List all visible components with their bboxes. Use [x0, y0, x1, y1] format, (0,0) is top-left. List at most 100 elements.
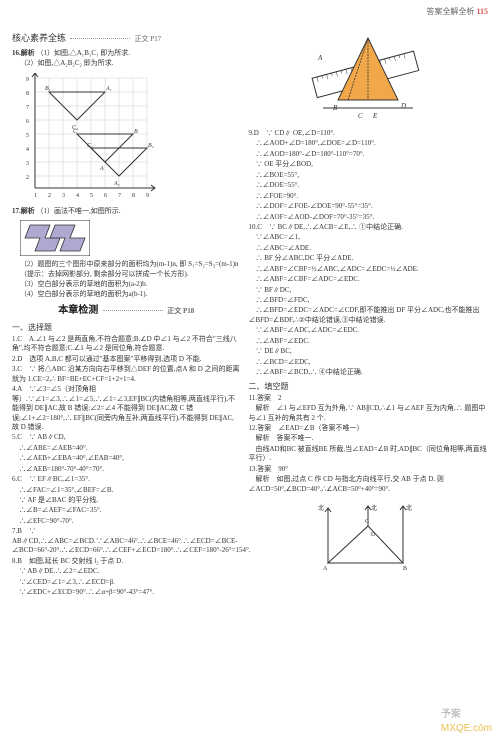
svg-text:3: 3	[62, 193, 65, 199]
svg-text:7: 7	[26, 105, 29, 111]
q17-text4: （4）空白部分表示的草地的面积为a(b-1).	[12, 290, 240, 299]
answer-line: ∵∠EDC+∠ECD=90°.∴∠α+β=90°-43°=47°.	[12, 588, 240, 597]
left-column: 核心素养全练 正文 P17 16.解析 （1）如图,△A₁B₁C₁ 即为所求. …	[12, 26, 240, 598]
svg-text:6: 6	[26, 119, 29, 125]
answer-line: ∴∠BOE=55°,	[248, 171, 488, 180]
answer-line: ∴∠AEB+∠EBA=40°,∠EAB=40°,	[12, 454, 240, 463]
right-answer-lines-a: 9.D ∵ CD∥ OE,∠D=110°. ∴∠AOD+∠D=180°,∠DOE…	[248, 129, 488, 378]
svg-text:2: 2	[48, 193, 51, 199]
answer-line: ∴∠BFD=∠EDC=∠ADC=∠CDF,即不能推出 DF 平分∠ADC,也不能…	[248, 306, 488, 325]
answer-line: ∴∠BCD=∠EDC,	[248, 358, 488, 367]
svg-text:9: 9	[146, 193, 149, 199]
chapter-title: 本章检测 正文 P18	[12, 304, 240, 318]
ruler-figure: AB DEC	[288, 30, 488, 125]
section-title-text: 核心素养全练	[12, 33, 66, 43]
left-answer-lines: 1.C A.∠1 与∠2 是两直角,不符合题意;B.∠D 中∠1 与∠2 不符合…	[12, 335, 240, 597]
answer-line: 6.C ∵ EF∥BC,∠1=35°.	[12, 475, 240, 484]
svg-text:B: B	[403, 566, 407, 572]
answer-line: ∴∠EFC=90°-70°.	[12, 517, 240, 526]
answer-line: 7.B ∵ AB∥CD,∴∠ABC=∠BCD.∵∠ABC=46°.∴∠BCE=4…	[12, 527, 240, 555]
q17-text1: （1）画法不唯一,如图所示.	[37, 207, 121, 215]
svg-text:B₁: B₁	[45, 86, 51, 92]
chapter-ref: 正文 P18	[167, 307, 194, 315]
chapter-title-text: 本章检测	[58, 305, 98, 316]
svg-text:C: C	[365, 519, 369, 525]
answer-line: ∵ AF 是∠BAC 的平分线,	[12, 496, 240, 505]
answer-line: ∴∠AOF=∠AOD-∠DOF=70°-35°=35°.	[248, 213, 488, 222]
q17-figure	[20, 220, 240, 256]
q17: 17.解析 （1）画法不唯一,如图所示.	[12, 207, 240, 216]
svg-text:1: 1	[34, 193, 37, 199]
svg-text:5: 5	[90, 193, 93, 199]
svg-text:3: 3	[26, 161, 29, 167]
fig13: 北 北 北 A C B D	[308, 498, 488, 573]
answer-line: 12.答案 ∠EAD=∠B（答案不唯一）	[248, 424, 488, 433]
answer-line: 11.答案 2	[248, 394, 488, 403]
dotted-line	[70, 38, 130, 39]
q17-text2: （2）题图的三个图形中原来部分的面积均为(m-1)n, 即 S₁=S₂=S₃=(…	[12, 260, 240, 279]
answer-line: 2.D 选项 A,B,C 都可以通过"基本图案"平移得到,选项 D 不能.	[12, 355, 240, 364]
answer-line: 10.C ∵ BC∥DE,∴∠ACB=∠E,∴ ①中结论正确.	[248, 223, 488, 232]
answer-line: 1.C A.∠1 与∠2 是两直角,不符合题意;B.∠D 中∠1 与∠2 不符合…	[12, 335, 240, 354]
svg-text:B: B	[134, 129, 138, 135]
svg-text:D: D	[400, 102, 406, 110]
answer-line: ∴∠ABC=∠ADE.	[248, 244, 488, 253]
header-text: 答案全解全析	[426, 7, 474, 16]
svg-text:C: C	[358, 112, 363, 120]
answer-line: ∵∠ABC=∠1,	[248, 233, 488, 242]
svg-text:B: B	[333, 104, 338, 112]
svg-text:A: A	[323, 566, 328, 572]
svg-text:6: 6	[104, 193, 107, 199]
answer-line: ∵ AB∥DE.∴∠2=∠EDC.	[12, 567, 240, 576]
svg-text:A₂: A₂	[113, 181, 120, 187]
section2-title: 二、填空题	[248, 381, 488, 392]
answer-line: 解析 答案不唯一.	[248, 434, 488, 443]
answer-line: ∴∠DOE=55°.	[248, 181, 488, 190]
svg-text:2: 2	[26, 175, 29, 181]
answer-line: ∴∠ABF=∠CBF=½∠ABC,∠ADC=∠EDC=½∠ADE.	[248, 265, 488, 274]
q16-text2: （2）如图,△A₂B₂C₂ 即为所求.	[12, 59, 240, 68]
answer-line: ∴∠DOF=∠FOE-∠DOE=90°-55°=35°.	[248, 202, 488, 211]
answer-line: ∵ OE 平分∠BOD,	[248, 160, 488, 169]
answer-line: ∴∠FOE=90°.	[248, 192, 488, 201]
svg-text:8: 8	[132, 193, 135, 199]
answer-line: ∴∠ABF=∠EDC.	[248, 337, 488, 346]
right-answer-lines-b: 11.答案 2 解析 ∠1 与∠EFD 互为外角,∵ AB∥CD,∴∠1 与∠A…	[248, 394, 488, 494]
page-number: 115	[476, 7, 488, 16]
q16-text1: （1）如图,△A₁B₁C₁ 即为所求.	[37, 49, 130, 57]
answer-line: ∴∠ABF=∠CBF=∠ADC=∠EDC.	[248, 275, 488, 284]
answer-line: ∵∠CED=∠1=∠3,∴∠ECD=β.	[12, 578, 240, 587]
svg-text:D: D	[371, 532, 376, 538]
q17-text3: （3）空白部分表示的草地的面积为(a-2)b.	[12, 280, 240, 289]
svg-text:9: 9	[26, 77, 29, 83]
grid-figure: 987 654 32 123 456 789 B₁A₁C₁ CBA C₂B₂A₂	[20, 73, 240, 203]
svg-text:北: 北	[371, 504, 377, 512]
q16-label: 16.解析	[12, 49, 35, 57]
answer-line: 由线AD和BC 被直线BE 所截,当∠EAD=∠B 时,AD∥BC（同位角相等,…	[248, 445, 488, 464]
answer-line: 解析 ∠1 与∠EFD 互为外角,∵ AB∥CD,∴∠1 与∠AEF 互为内角,…	[248, 404, 488, 423]
svg-text:北: 北	[406, 504, 412, 512]
watermark-text1: 予案	[441, 709, 461, 720]
svg-text:5: 5	[26, 133, 29, 139]
answer-line: 8.B 如图,延长 BC 交射线 l₂ 于点 D.	[12, 557, 240, 566]
answer-line: 4.A ∵∠3=∠5（对顶角相等）.∵∠1=∠3,∴∠1=∠5,∴∠1=∠3,E…	[12, 385, 240, 432]
svg-text:7: 7	[118, 193, 121, 199]
section1-title: 一、选择题	[12, 322, 240, 333]
q17-label: 17.解析	[12, 207, 35, 215]
svg-text:A: A	[99, 166, 104, 172]
answer-line: 5.C ∵ AB∥CD,	[12, 433, 240, 442]
answer-line: ∴∠ABE=∠AEB=40°.	[12, 444, 240, 453]
answer-line: ∵∠ABF=∠ADC,∠ADC=∠EDC.	[248, 326, 488, 335]
answer-line: ∴∠AOD+∠D=180°,∠DOE=∠D=110°.	[248, 139, 488, 148]
svg-text:E: E	[372, 112, 378, 120]
answer-line: ∴∠ABF=∠BCD,∴ ④中结论正确.	[248, 368, 488, 377]
page-header: 答案全解全析 115	[426, 6, 488, 17]
watermark-text2: MXQE.cōm	[441, 723, 492, 734]
svg-text:C₂: C₂	[87, 143, 93, 149]
watermark: 予案 MXQE.cōm	[441, 708, 492, 736]
section-title-left: 核心素养全练 正文 P17	[12, 32, 240, 45]
svg-text:8: 8	[26, 91, 29, 97]
answer-line: 3.C ∵ 将△ABC 沿某方向向右平移到△DEF 的位置,点A 和 D 之间的…	[12, 365, 240, 384]
answer-line: ∴ BF 分∠ABC,DC 平分∠ADE.	[248, 254, 488, 263]
svg-text:北: 北	[318, 504, 324, 512]
